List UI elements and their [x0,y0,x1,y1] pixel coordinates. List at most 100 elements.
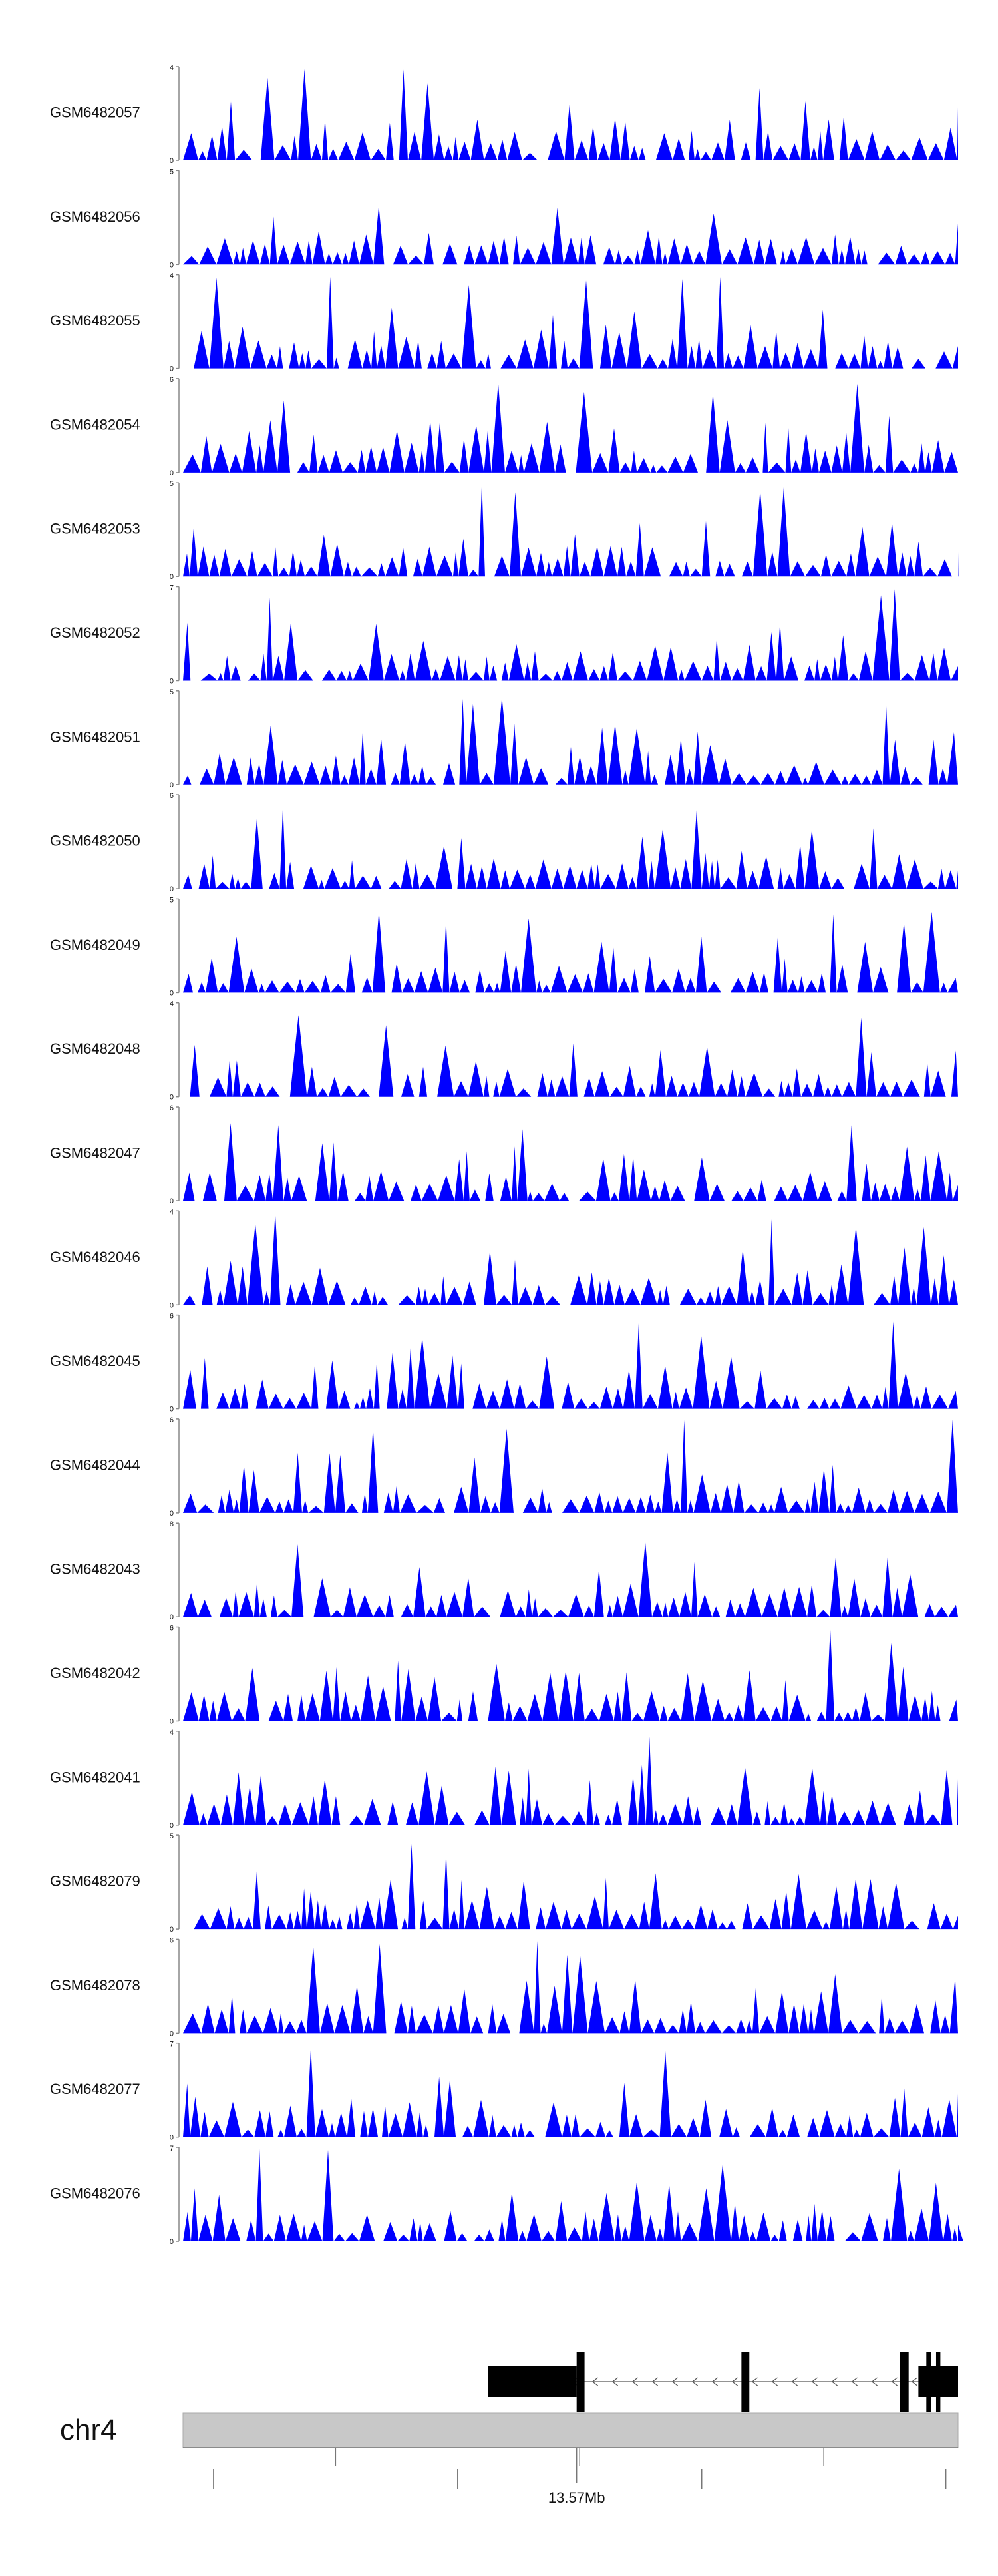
signal-area [183,1420,958,1513]
y-tick-label-top: 6 [170,1625,174,1633]
signal-area [183,205,958,265]
strand-arrow [791,2377,798,2386]
y-tick-label-top: 6 [170,792,174,800]
y-tick-label-top: 5 [170,168,174,176]
signal-area [183,2149,963,2241]
signal-area [183,1737,958,1825]
track-GSM6482046: GSM6482046 4 0 [50,1208,958,1309]
track-GSM6482042: GSM6482042 6 0 [50,1625,958,1726]
y-tick-label-top: 4 [170,64,174,72]
strand-arrow [911,2377,918,2386]
y-tick-label-bottom: 0 [170,261,174,269]
track-label: GSM6482076 [50,2185,140,2202]
signal-tracks: GSM648205740GSM648205650GSM648205540GSM6… [50,64,963,2246]
signal-area [183,1844,958,1930]
y-tick-label-bottom: 0 [170,1406,174,1414]
track-label: GSM6482054 [50,416,140,433]
signal-area [183,1015,958,1097]
utr-block [488,2366,577,2397]
strand-arrow [711,2377,719,2386]
strand-arrow [831,2377,838,2386]
y-tick-label-top: 6 [170,1313,174,1321]
signal-area [183,2047,958,2137]
y-tick-label-bottom: 0 [170,2238,174,2246]
strand-arrow [731,2377,739,2386]
track-GSM6482045: GSM6482045 6 0 [50,1313,958,1414]
track-label: GSM6482052 [50,624,140,641]
y-tick-label-top: 5 [170,688,174,696]
track-label: GSM6482047 [50,1145,140,1162]
y-tick-label-top: 4 [170,1729,174,1737]
strand-arrow [691,2377,699,2386]
y-tick-label-bottom: 0 [170,2134,174,2142]
track-GSM6482054: GSM6482054 6 0 [50,376,958,477]
y-tick-label-top: 5 [170,480,174,488]
track-GSM6482048: GSM6482048 4 0 [50,1000,958,1102]
exon-block [935,2352,941,2412]
y-tick-label-bottom: 0 [170,365,174,373]
strand-arrow [871,2377,878,2386]
track-label: GSM6482044 [50,1456,140,1473]
chromosome-label: chr4 [60,2414,117,2446]
signal-area [183,589,958,681]
y-tick-label-bottom: 0 [170,1613,174,1621]
track-GSM6482055: GSM6482055 4 0 [50,272,958,373]
track-GSM6482047: GSM6482047 6 0 [50,1104,958,1205]
strand-arrow [851,2377,858,2386]
track-label: GSM6482078 [50,1977,140,1994]
track-GSM6482049: GSM6482049 5 0 [50,896,958,997]
y-tick-label-top: 6 [170,1936,174,1944]
signal-area [183,1212,958,1305]
y-tick-label-top: 6 [170,1416,174,1424]
y-tick-label-bottom: 0 [170,2030,174,2038]
track-label: GSM6482050 [50,833,140,849]
y-tick-label-bottom: 0 [170,573,174,581]
signal-area [183,276,958,369]
y-tick-label-bottom: 0 [170,1926,174,1934]
track-GSM6482079: GSM6482079 5 0 [50,1832,958,1934]
y-tick-label-bottom: 0 [170,1301,174,1309]
y-tick-label-top: 6 [170,376,174,384]
y-tick-label-bottom: 0 [170,1510,174,1518]
exon-block [900,2352,909,2412]
track-GSM6482050: GSM6482050 6 0 [50,792,958,893]
y-tick-label-bottom: 0 [170,1718,174,1726]
y-tick-label-top: 6 [170,1104,174,1112]
strand-arrow [651,2377,659,2386]
strand-arrow [591,2377,599,2386]
y-tick-label-bottom: 0 [170,989,174,997]
y-tick-label-bottom: 0 [170,1094,174,1102]
gene-model-track [488,2352,958,2412]
track-label: GSM6482042 [50,1665,140,1681]
track-label: GSM6482041 [50,1769,140,1785]
track-label: GSM6482048 [50,1040,140,1057]
signal-area [183,1123,958,1201]
track-GSM6482051: GSM6482051 5 0 [50,688,958,789]
strand-arrow [751,2377,758,2386]
track-GSM6482044: GSM6482044 6 0 [50,1416,958,1518]
y-tick-label-bottom: 0 [170,885,174,893]
y-tick-label-top: 5 [170,896,174,904]
y-tick-label-top: 7 [170,584,174,592]
signal-area [183,911,958,993]
track-label: GSM6482079 [50,1873,140,1890]
y-tick-label-bottom: 0 [170,157,174,165]
signal-area [183,382,958,473]
track-GSM6482056: GSM6482056 5 0 [50,168,958,269]
strand-arrow [631,2377,639,2386]
track-label: GSM6482057 [50,105,140,121]
signal-area [183,697,958,785]
y-tick-label-top: 5 [170,1832,174,1840]
track-label: GSM6482051 [50,728,140,745]
y-tick-label-bottom: 0 [170,1822,174,1830]
y-tick-label-top: 7 [170,2145,174,2153]
track-label: GSM6482053 [50,521,140,537]
track-label: GSM6482077 [50,2081,140,2097]
chromosome-bar [182,2412,959,2448]
track-label: GSM6482049 [50,937,140,953]
track-GSM6482077: GSM6482077 7 0 [50,2041,958,2142]
y-tick-label-bottom: 0 [170,781,174,789]
y-tick-label-top: 4 [170,272,174,280]
track-label: GSM6482056 [50,208,140,225]
y-tick-label-top: 4 [170,1208,174,1216]
